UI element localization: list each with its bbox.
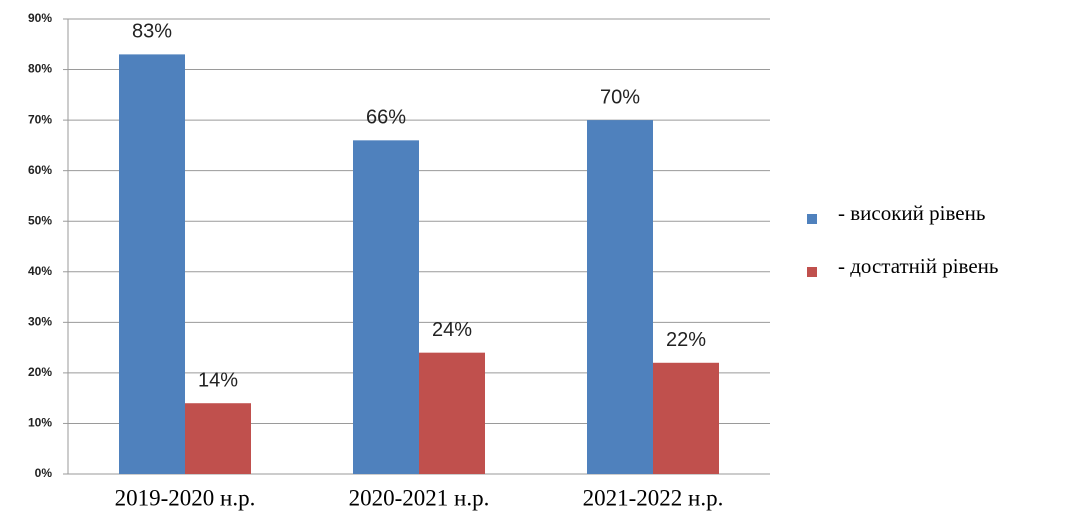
data-label: 22% [666,329,706,351]
data-label: 66% [366,107,406,129]
y-tick-label: 30% [28,315,52,329]
data-label: 14% [198,370,238,392]
bar [587,120,653,474]
y-tick-label: 80% [28,62,52,76]
bar [653,362,719,474]
y-tick-label: 10% [28,416,52,430]
bar [419,352,485,474]
y-tick-label: 20% [28,365,52,379]
bar [353,140,419,475]
x-tick-label: 2021-2022 н.р. [583,485,724,510]
data-label: 83% [132,21,172,43]
legend-label: - достатній рівень [838,254,998,278]
y-tick-label: 50% [28,213,52,227]
y-tick-label: 90% [28,11,52,25]
data-label: 24% [432,319,472,341]
legend-swatch [807,214,817,224]
bar [119,54,185,475]
x-tick-label: 2019-2020 н.р. [115,485,256,510]
x-tick-label: 2020-2021 н.р. [349,485,490,510]
legend-swatch [807,267,817,277]
y-tick-label: 60% [28,163,52,177]
legend-label: - високий рівень [838,201,985,225]
data-label: 70% [600,86,640,108]
y-tick-label: 40% [28,264,52,278]
bar [185,403,251,474]
y-tick-label: 0% [35,466,53,480]
y-tick-label: 70% [28,112,52,126]
